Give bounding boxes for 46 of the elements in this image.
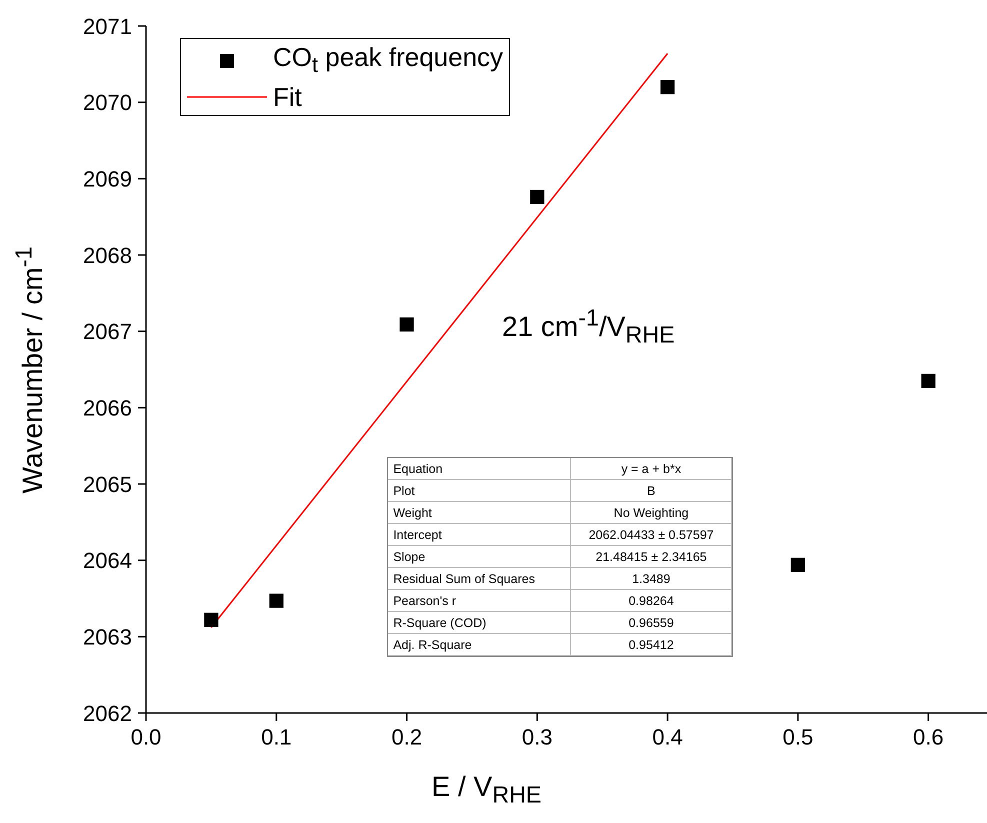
y-tick-label: 2070 [83,90,132,116]
annotation: Weight [393,506,432,520]
y-tick-label: 2065 [83,472,132,497]
point [269,594,284,608]
x-axis-title: E / V$_{RHE}$ [432,771,542,808]
x-tick-label: 0.4 [652,724,683,750]
y-tick-label: 2071 [83,14,132,39]
annotation: Pearson's r [393,594,456,608]
x-tick-label: 0.1 [261,724,292,750]
annotation: 1.3489 [632,572,670,586]
y-tick-label: 2063 [83,624,132,650]
y-tick-label: 2067 [83,319,132,344]
annotation: 0.96559 [628,616,674,630]
annotation: 21.48415 ± 2.34165 [596,550,707,564]
y-tick-label: 2064 [83,548,132,574]
y-tick-label: 2068 [83,242,132,268]
point [530,190,544,204]
y-tick-label: 2062 [83,700,132,726]
y-tick-label: 2069 [83,166,132,192]
point [921,374,936,388]
annotation: B [647,484,656,498]
point [660,80,675,94]
annotation: No Weighting [614,506,689,520]
point [204,612,218,627]
point [790,558,806,572]
annotation: Equation [393,462,443,476]
point [400,317,414,332]
legend-label: Fit [273,81,302,114]
annotation: Intercept [393,528,442,542]
x-tick-label: 0.0 [130,724,162,750]
annotation: 21 cm$^{-1}$/V$_{RHE}$ [502,304,675,348]
annotation: R-Square (COD) [393,616,486,630]
y-tick-label: 2066 [83,395,132,420]
annotation: Adj. R-Square [393,638,472,652]
annotation: Plot [393,484,415,498]
annotation: 2062.04433 ± 0.57597 [588,528,714,542]
x-tick-label: 0.6 [913,724,944,750]
annotation: Residual Sum of Squares [393,572,535,586]
x-tick-label: 0.5 [782,724,814,750]
legend-label: CO$_{t}$ peak frequency [273,41,504,80]
annotation: Slope [393,550,426,564]
annotation: y = a + b*x [621,462,682,476]
annotation: 0.95412 [628,638,674,652]
x-tick-label: 0.2 [391,724,422,750]
annotation: 0.98264 [628,594,674,608]
x-tick-label: 0.3 [522,724,552,750]
